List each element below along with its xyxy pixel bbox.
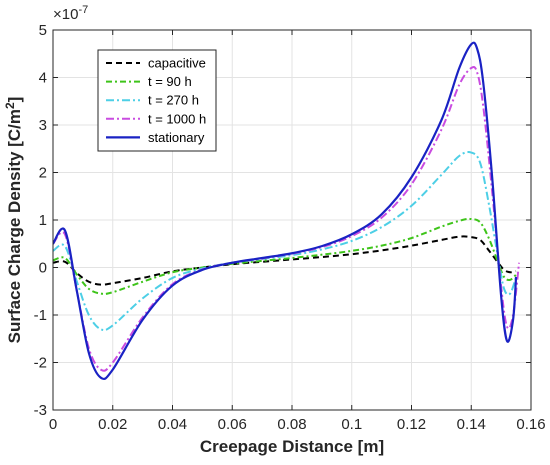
series-lines: [53, 41, 521, 381]
x-tick-labels: 0 0.02 0.04 0.06 0.08 0.1 0.12 0.14 0.16: [49, 30, 546, 433]
y-tick-label: 2: [39, 165, 47, 182]
x-tick-label: 0: [49, 416, 57, 433]
series-line-2: [53, 151, 518, 332]
x-tick-label: 0.1: [341, 416, 362, 433]
y-tick-label: -3: [34, 402, 47, 419]
series-line-3: [53, 65, 521, 372]
series-line-1: [53, 217, 517, 295]
y-axis-label: Surface Charge Density [C/m2]: [3, 97, 24, 344]
x-tick-label: 0.02: [98, 416, 127, 433]
legend-label-3: t = 1000 h: [148, 111, 206, 126]
y-multiplier-text: ×10-7: [53, 4, 88, 23]
x-tick-label: 0.04: [158, 416, 187, 433]
y-tick-label: 1: [39, 212, 47, 229]
y-multiplier: ×10-7: [53, 4, 88, 23]
legend: capacitive t = 90 h t = 270 h t = 1000 h sta…: [97, 49, 217, 152]
y-tick-label: 3: [39, 117, 47, 134]
y-tick-label: 5: [39, 22, 47, 39]
x-axis-label: Creepage Distance [m]: [200, 437, 384, 456]
x-tick-label: 0.12: [397, 416, 426, 433]
legend-label-4: stationary: [148, 130, 205, 145]
y-tick-label: -1: [34, 307, 47, 324]
x-tick-label: 0.06: [218, 416, 247, 433]
legend-label-2: t = 270 h: [148, 93, 199, 108]
x-tick-label: 0.14: [457, 416, 486, 433]
y-tick-label: -2: [34, 355, 47, 372]
y-axis-label-text: Surface Charge Density [C/m2]: [3, 97, 24, 344]
x-tick-label: 0.08: [277, 416, 306, 433]
x-tick-label: 0.16: [516, 416, 545, 433]
legend-label-1: t = 90 h: [148, 74, 192, 89]
y-tick-labels: -3 -2 -1 0 1 2 3 4 5: [34, 22, 531, 419]
series-line-0: [53, 235, 517, 286]
y-tick-label: 4: [39, 70, 47, 87]
legend-label-0: capacitive: [148, 56, 206, 71]
series-line-4: [53, 41, 518, 381]
y-tick-label: 0: [39, 260, 47, 277]
